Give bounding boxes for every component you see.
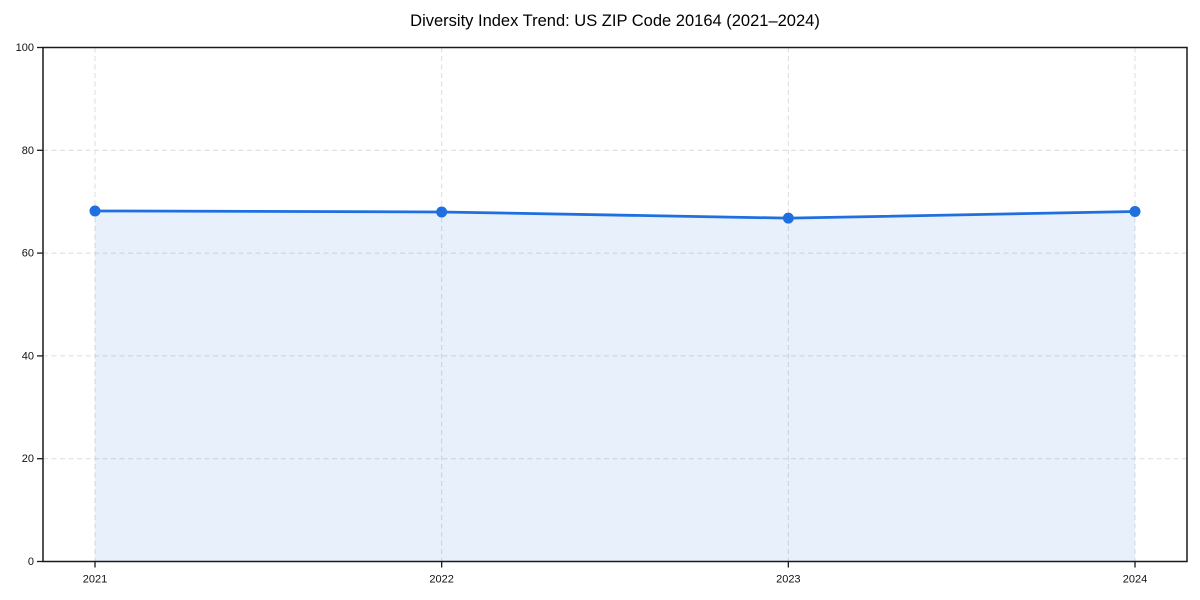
- y-tick-label: 0: [28, 556, 34, 568]
- x-tick-label: 2022: [429, 574, 453, 586]
- y-tick-label: 100: [16, 42, 34, 54]
- data-point: [89, 205, 101, 217]
- area-fill: [95, 210, 1135, 562]
- x-tick-label: 2023: [776, 574, 800, 586]
- data-point: [436, 206, 448, 218]
- y-tick-label: 80: [22, 145, 34, 157]
- y-tick-label: 20: [22, 453, 34, 465]
- y-tick-label: 60: [22, 248, 34, 260]
- data-point: [1129, 205, 1141, 217]
- trend-line: [93, 209, 1137, 220]
- axis-spines: [42, 46, 1188, 563]
- data-point: [782, 212, 794, 224]
- x-tick-label: 2021: [83, 574, 107, 586]
- chart-title: Diversity Index Trend: US ZIP Code 20164…: [410, 12, 820, 30]
- y-tick-label: 40: [22, 350, 34, 362]
- x-tick-label: 2024: [1123, 574, 1147, 586]
